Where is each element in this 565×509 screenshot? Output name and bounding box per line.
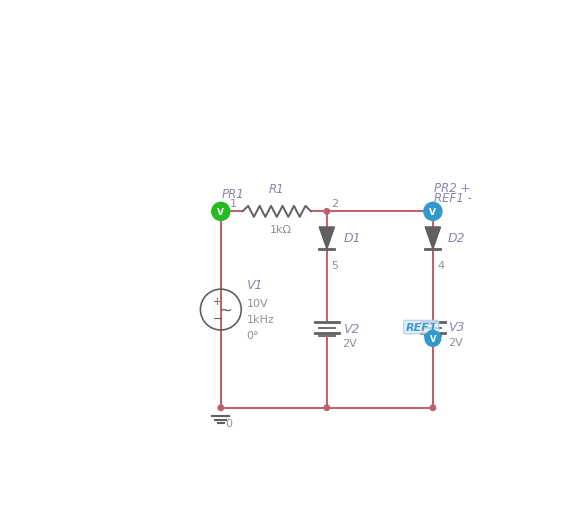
Text: D2: D2 [448, 232, 466, 245]
Text: D1: D1 [344, 232, 361, 245]
Circle shape [425, 331, 441, 347]
Text: 1: 1 [229, 199, 237, 209]
Circle shape [324, 405, 329, 411]
Text: 0°: 0° [246, 330, 259, 340]
Text: 1kHz: 1kHz [246, 315, 274, 325]
Text: −: − [212, 312, 223, 325]
Circle shape [324, 209, 329, 215]
Text: 2V: 2V [448, 337, 463, 347]
Text: V: V [429, 208, 436, 216]
Text: PR1: PR1 [222, 187, 245, 201]
Text: 5: 5 [332, 261, 338, 271]
Circle shape [218, 405, 224, 411]
Text: V2: V2 [342, 322, 359, 335]
Text: V: V [218, 208, 224, 216]
Text: 10V: 10V [246, 298, 268, 308]
Text: V1: V1 [246, 278, 263, 291]
Text: V: V [429, 334, 436, 343]
Text: 2: 2 [332, 199, 338, 209]
Text: 1kΩ: 1kΩ [270, 224, 292, 235]
Polygon shape [425, 228, 440, 249]
Polygon shape [319, 228, 334, 249]
Text: +: + [214, 296, 222, 306]
Circle shape [212, 203, 230, 221]
Circle shape [430, 405, 436, 411]
Text: 0: 0 [225, 418, 233, 428]
Text: R1: R1 [269, 183, 285, 195]
Text: REF1 -: REF1 - [434, 191, 472, 205]
Circle shape [424, 203, 442, 221]
Text: 4: 4 [438, 261, 445, 271]
Text: 2V: 2V [342, 338, 357, 349]
Text: REF1: REF1 [406, 322, 437, 332]
Text: V3: V3 [448, 320, 464, 333]
Text: ~: ~ [218, 301, 232, 319]
Text: PR2 +: PR2 + [434, 182, 471, 194]
